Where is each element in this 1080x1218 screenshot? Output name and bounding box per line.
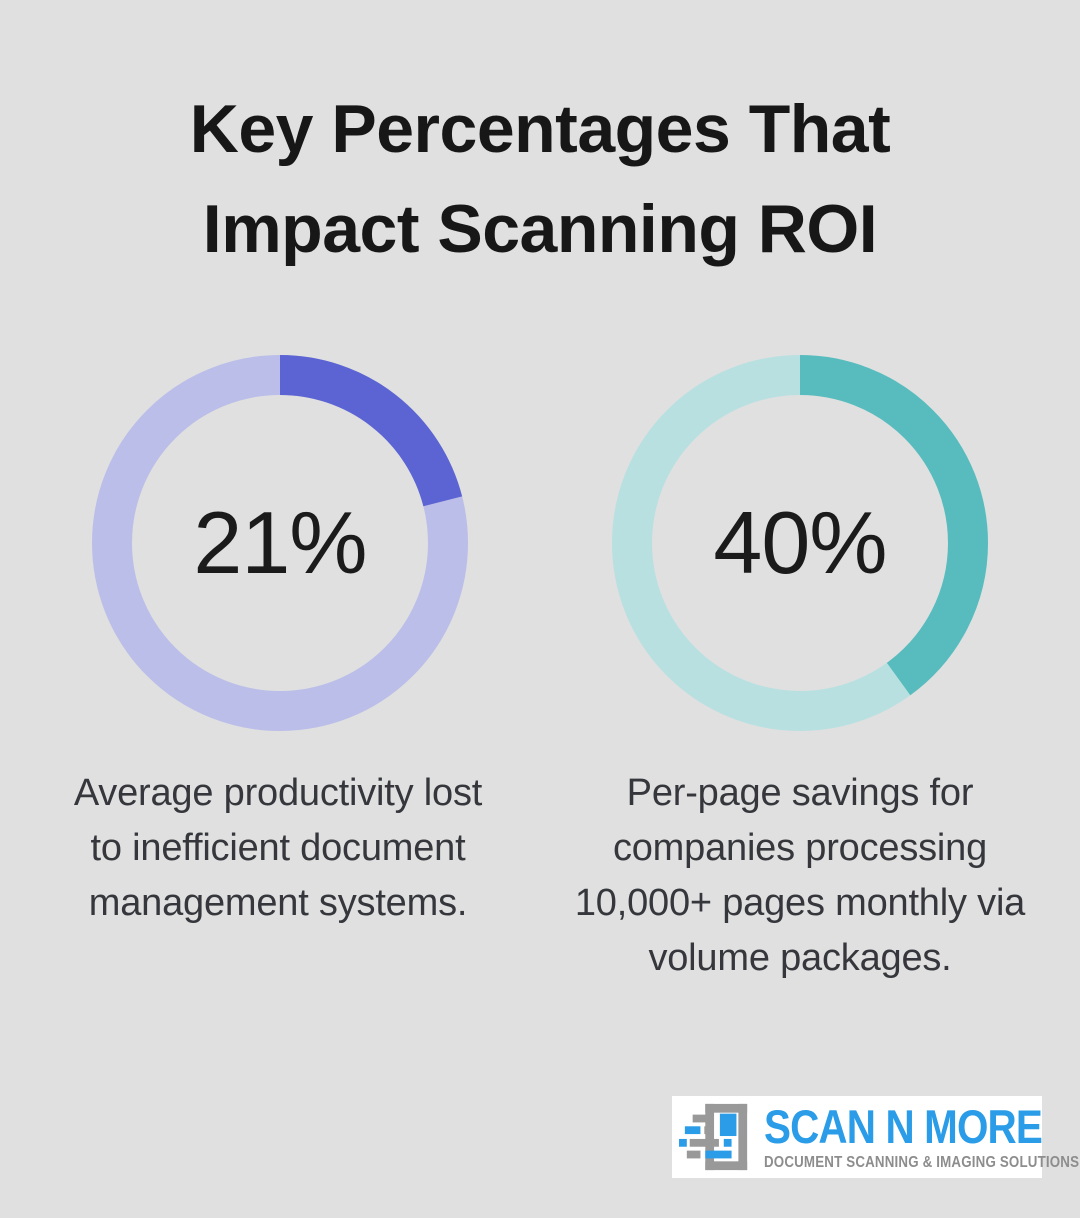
donut-chart-productivity-svg [92,355,468,731]
logo-name: SCAN N MORE [764,1099,1043,1153]
donut-arc [612,355,988,731]
percent-label-productivity: 21% [193,493,367,592]
scanner-document-icon [679,1103,748,1171]
donut-chart-productivity: 21% [92,355,468,731]
page-title: Key Percentages That Impact Scanning ROI [0,79,1080,279]
page-title-line-2: Impact Scanning ROI [202,191,878,267]
stat-description-productivity: Average productivity lost to inefficient … [73,772,483,924]
donut-arc [92,355,468,731]
stat-description-savings: Per-page savings for companies processing… [574,772,1026,979]
logo-card: SCAN N MORE DOCUMENT SCANNING & IMAGING … [672,1096,1079,1178]
percent-label-savings: 40% [713,493,887,592]
page-title-line-1: Key Percentages That [189,91,891,167]
donut-chart-savings-svg [612,355,988,731]
donut-chart-savings: 40% [612,355,988,731]
logo-tagline: DOCUMENT SCANNING & IMAGING SOLUTIONS [764,1153,1080,1171]
logo-text-block: SCAN N MORE DOCUMENT SCANNING & IMAGING … [764,1103,1079,1172]
